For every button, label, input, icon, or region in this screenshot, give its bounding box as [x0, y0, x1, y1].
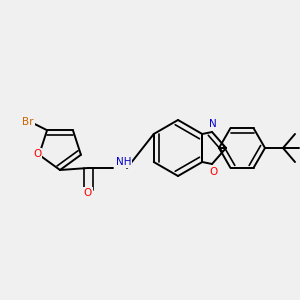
Text: O: O: [33, 149, 41, 159]
Text: N: N: [209, 119, 217, 129]
Text: O: O: [209, 167, 217, 177]
Text: O: O: [84, 188, 92, 198]
Text: Br: Br: [22, 117, 34, 127]
Text: NH: NH: [116, 157, 131, 167]
